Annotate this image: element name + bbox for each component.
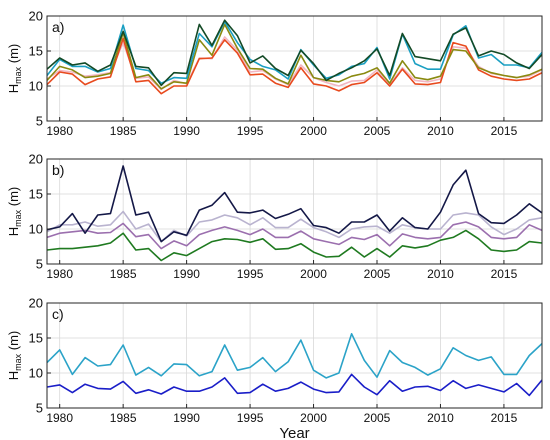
y-tick-label: 15 (29, 331, 43, 346)
y-tick-label: 5 (36, 114, 43, 129)
series-line-1 (47, 210, 542, 243)
x-tick-label: 2015 (491, 267, 518, 281)
y-tick-label: 10 (29, 222, 43, 237)
x-tick-label: 1995 (237, 411, 264, 425)
y-tick-label: 15 (29, 44, 43, 59)
x-tick-label: 1995 (237, 267, 264, 281)
panel-label: c) (52, 306, 64, 322)
series-line-3 (47, 229, 542, 262)
series-line-2 (47, 37, 542, 95)
series-line-3 (47, 23, 542, 90)
x-tick-label: 2015 (491, 411, 518, 425)
panel-1: 5 10 15 20 1980 1985 1990 1995 2000 2005 2010 2015 a… (6, 9, 543, 138)
series-line-1 (47, 332, 542, 379)
plot-frame (46, 302, 543, 409)
x-tick-label: 1980 (46, 267, 73, 281)
y-tick-label: 15 (29, 187, 43, 202)
series-line-4 (47, 165, 542, 243)
x-tick-label: 2010 (427, 267, 454, 281)
x-tick-label: 2000 (300, 267, 327, 281)
x-tick-label: 1990 (173, 267, 200, 281)
y-axis-label: Hmax (m) (6, 187, 23, 237)
x-tick-label: 2005 (364, 124, 391, 138)
x-tick-label: 2005 (364, 267, 391, 281)
x-tick-label: 1985 (110, 267, 137, 281)
x-tick-label: 1990 (173, 124, 200, 138)
series-line-2 (47, 221, 542, 250)
y-axis-label: Hmax (m) (6, 44, 23, 94)
series-group (47, 19, 542, 95)
x-tick-label: 1995 (237, 124, 264, 138)
y-tick-label: 5 (36, 257, 43, 272)
y-tick-label: 10 (29, 79, 43, 94)
panel-label: a) (52, 19, 64, 35)
x-tick-label: 2015 (491, 124, 518, 138)
y-tick-label: 20 (29, 152, 43, 167)
plot-frame (46, 15, 543, 122)
x-tick-label: 1990 (173, 411, 200, 425)
series-line-2 (47, 373, 542, 397)
y-axis-label: Hmax (m) (6, 331, 23, 381)
y-tick-label: 10 (29, 366, 43, 381)
x-tick-label: 2010 (427, 124, 454, 138)
series-group (47, 165, 542, 262)
x-tick-label: 1985 (110, 411, 137, 425)
x-tick-label: 1985 (110, 124, 137, 138)
series-group (47, 332, 542, 397)
x-axis-label: Year (279, 425, 309, 440)
x-tick-label: 1980 (46, 411, 73, 425)
y-tick-label: 20 (29, 296, 43, 311)
y-tick-label: 5 (36, 401, 43, 416)
y-tick-label: 20 (29, 9, 43, 24)
series-line-5 (47, 19, 542, 87)
x-tick-label: 2005 (364, 411, 391, 425)
panel-label: b) (52, 162, 64, 178)
panel-3: 5 10 15 20 1980 1985 1990 1995 2000 2005 2010 2015 c… (6, 296, 543, 440)
x-tick-label: 2010 (427, 411, 454, 425)
panel-2: 5 10 15 20 1980 1985 1990 1995 2000 2005 2010 2015 b… (6, 152, 543, 281)
x-tick-label: 1980 (46, 124, 73, 138)
x-tick-label: 2000 (300, 411, 327, 425)
plot-frame (46, 158, 543, 265)
x-tick-label: 2000 (300, 124, 327, 138)
